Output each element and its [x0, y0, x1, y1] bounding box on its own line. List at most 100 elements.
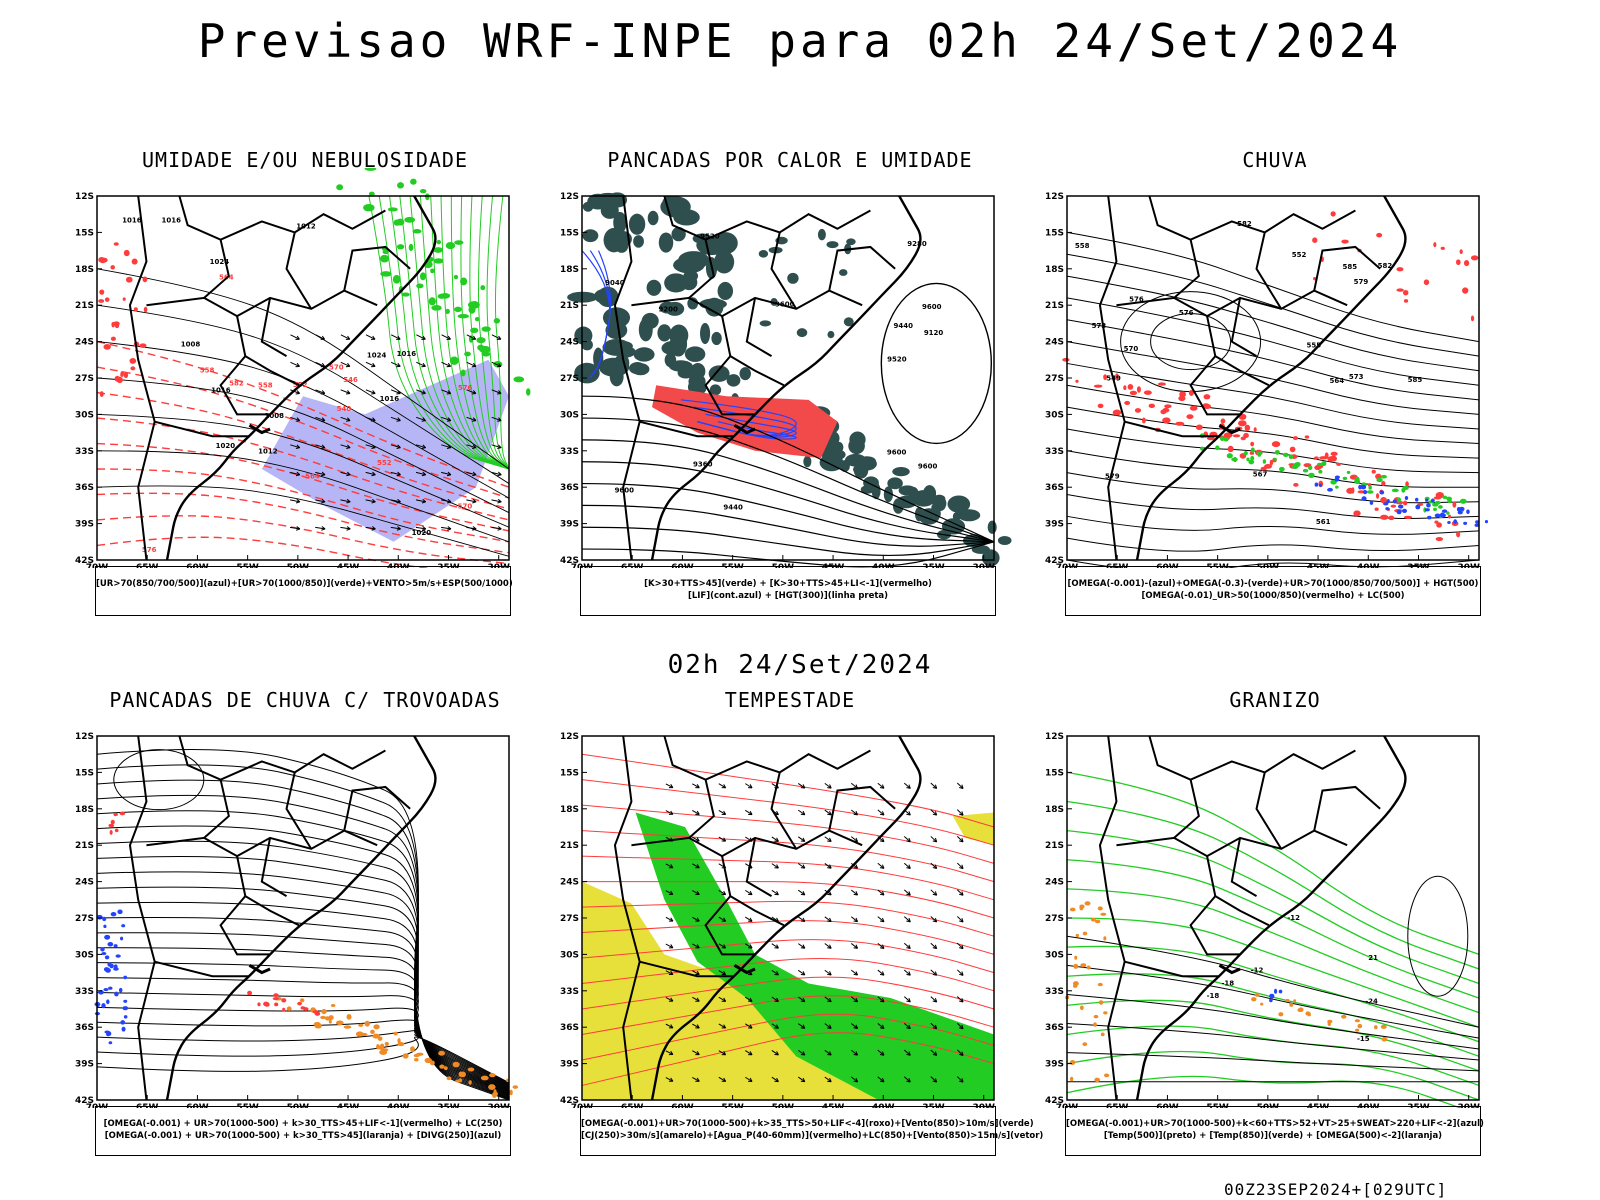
wind-vector-group — [289, 334, 502, 531]
wind-vector-head — [472, 526, 477, 531]
blue-rain — [1386, 499, 1390, 504]
red-patch — [122, 297, 126, 301]
red-patch — [113, 242, 119, 246]
red-patch-north — [1470, 315, 1475, 322]
blue-divergence — [114, 991, 119, 997]
wind-vector-head — [748, 917, 753, 922]
wind-vector-head — [695, 997, 700, 1002]
contour-label: 9360 — [693, 461, 713, 469]
wind-vector — [903, 862, 911, 869]
dark-teal-band — [908, 486, 920, 505]
contour-label: -18 — [1221, 980, 1234, 988]
lat-tick-label: 39S — [1045, 520, 1064, 530]
wind-vector — [798, 1076, 806, 1083]
blue-divergence — [113, 967, 119, 971]
wind-vector-head — [421, 471, 427, 477]
wind-vector — [692, 836, 700, 842]
red-rain — [1250, 441, 1255, 447]
lon-tick-label: 30W — [1457, 1103, 1480, 1108]
red-rain — [1435, 491, 1444, 499]
blue-divergence — [119, 936, 124, 941]
contour-label: 9200 — [658, 306, 678, 314]
blue-rain — [1426, 503, 1431, 508]
dark-teal-band — [684, 346, 706, 362]
lagoon — [1218, 964, 1241, 975]
lat-tick-label: 42S — [75, 556, 94, 566]
height-contour — [581, 395, 995, 543]
temp-500-contour-group — [1066, 935, 1480, 1083]
lon-tick-label: 35W — [1407, 1103, 1430, 1108]
wind-vector-head — [959, 1078, 964, 1083]
dark-teal-area — [671, 227, 686, 242]
red-patch — [143, 306, 148, 313]
red-rain — [1380, 496, 1387, 504]
country-border — [236, 855, 300, 927]
streamline — [96, 764, 510, 1100]
lat-tick-label: 12S — [560, 192, 579, 202]
pressure-contour — [96, 304, 510, 484]
green-humidity-patch — [336, 184, 344, 191]
orange-storm — [328, 1015, 334, 1021]
orange-storm — [360, 1032, 368, 1037]
lon-tick-label: 30W — [972, 1103, 995, 1108]
wind-vector — [930, 809, 938, 816]
wind-vector-head — [959, 1051, 964, 1056]
panel-umidade: UMIDADE E/OU NEBULOSIDADE 1008 1008 1016 10… — [55, 148, 555, 628]
wind-vector-head — [774, 944, 779, 949]
wind-vector-head — [879, 971, 885, 976]
red-rain — [1093, 384, 1103, 388]
red-rain — [1203, 403, 1211, 410]
wind-vector — [315, 416, 326, 422]
country-border — [1173, 779, 1200, 839]
country-border — [1148, 195, 1356, 241]
orange-storm — [488, 1084, 496, 1090]
wind-vector — [491, 471, 502, 476]
red-rain — [1388, 515, 1395, 521]
lifted-index-contour — [697, 421, 797, 440]
lat-tick-label: 15S — [75, 228, 94, 238]
wind-vector-head — [321, 526, 326, 531]
wind-vector-head — [959, 784, 964, 790]
pressure-contour-group — [96, 268, 510, 557]
wind-vector-head — [959, 971, 964, 976]
red-rain — [1189, 405, 1198, 411]
blue-rain — [1327, 487, 1333, 492]
green-rain — [1318, 469, 1323, 474]
dark-teal-area — [581, 339, 593, 351]
lagoon — [248, 964, 271, 975]
wind-vector-head — [906, 891, 911, 896]
wind-850-green-area — [635, 812, 994, 1100]
panel-chuva: CHUVA 585 582 579 576 573 570 567 564 561 558 555 5… — [1025, 148, 1525, 628]
green-humidity-patch — [460, 369, 466, 377]
blue-rain — [1457, 510, 1463, 515]
height-500-contour — [1066, 231, 1480, 343]
wind-vector — [665, 1077, 674, 1082]
height-contour — [581, 417, 995, 543]
wind-vector-head — [932, 944, 938, 950]
red-patch-north — [1464, 259, 1470, 267]
temp-850-contour — [1066, 973, 1480, 1057]
dark-teal-area — [705, 297, 724, 317]
orange-storm — [512, 1085, 519, 1089]
wind-vector — [824, 836, 832, 842]
blue-rain — [1463, 521, 1468, 525]
temp-850-contour — [1066, 945, 1480, 1043]
panel-caption: [OMEGA(-0.001)-(azul)+OMEGA(-0.3)-(verde… — [1065, 566, 1481, 616]
wind-vector-head — [320, 390, 326, 395]
panel-caption: [K>30+TTS>45](verde) + [K>30+TTS>45+LI<-… — [580, 566, 996, 616]
lon-tick-label: 45W — [337, 563, 360, 568]
panel-title: CHUVA — [1242, 148, 1308, 172]
wind-vector — [665, 1050, 674, 1055]
caption-line-1: [OMEGA(-0.001)+UR>70(1000-500)+k<60+TTS>… — [1066, 1119, 1484, 1129]
wind-vector-head — [906, 944, 911, 950]
orange-omega — [1069, 1060, 1076, 1066]
green-humidity-patch — [363, 203, 375, 212]
country-border — [770, 772, 798, 850]
lat-tick-label: 33S — [75, 447, 94, 457]
green-humidity-patch — [430, 268, 435, 274]
wind-vector-head — [879, 837, 885, 843]
dark-teal-band — [821, 448, 846, 461]
wind-vector — [415, 444, 426, 449]
lat-tick-label: 42S — [560, 556, 579, 566]
